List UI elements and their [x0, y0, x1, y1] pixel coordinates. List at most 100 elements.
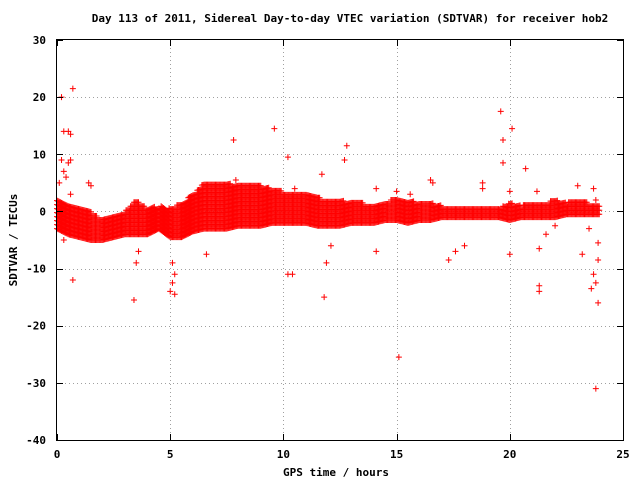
data-point	[278, 187, 285, 194]
outlier-point	[452, 248, 459, 255]
data-point	[437, 202, 444, 209]
data-point	[583, 199, 590, 206]
outlier-point	[133, 259, 140, 266]
outlier-point	[58, 157, 65, 163]
outlier-point	[429, 179, 436, 186]
x-tick-label: 15	[390, 448, 403, 461]
outlier-point	[321, 294, 328, 301]
outlier-point	[522, 165, 529, 172]
y-tick-label: 20	[33, 91, 46, 104]
data-point	[429, 200, 436, 207]
outlier-point	[574, 182, 581, 189]
data-point	[509, 200, 516, 207]
data-point	[135, 199, 142, 206]
outlier-point	[60, 237, 67, 243]
outlier-point	[592, 385, 599, 392]
y-tick-label: -40	[26, 434, 46, 447]
y-tick-label: 0	[39, 205, 46, 218]
y-axis-label: SDTVAR / TECUs	[7, 194, 20, 287]
data-point	[265, 184, 272, 191]
outlier-point	[592, 197, 599, 203]
y-tick-label: 10	[33, 148, 46, 161]
outlier-point	[506, 188, 513, 195]
outlier-point	[203, 251, 210, 258]
x-tick-label: 10	[277, 448, 290, 461]
outlier-point	[590, 271, 597, 278]
data-point	[141, 203, 148, 210]
outlier-point	[327, 242, 334, 249]
outlier-point	[509, 125, 516, 132]
data-point	[93, 213, 100, 219]
outlier-point	[69, 277, 76, 283]
data-point	[410, 198, 417, 205]
y-tick-label: -30	[26, 377, 46, 390]
outlier-point	[67, 131, 74, 138]
outlier-point	[595, 257, 602, 263]
outlier-point	[461, 242, 468, 249]
outlier-point	[500, 137, 507, 143]
outlier-point	[595, 299, 602, 306]
outlier-point	[343, 142, 350, 149]
data-points	[54, 85, 603, 392]
outlier-point	[169, 279, 176, 286]
outlier-point	[284, 154, 291, 161]
outlier-point	[395, 354, 402, 361]
outlier-point	[271, 125, 278, 132]
y-tick-label: 30	[33, 34, 46, 47]
data-point	[596, 203, 603, 210]
outlier-point	[67, 191, 74, 198]
data-point	[359, 199, 366, 206]
outlier-point	[393, 188, 400, 195]
outlier-point	[323, 259, 330, 266]
outlier-point	[588, 285, 595, 292]
outlier-point	[56, 179, 63, 186]
outlier-point	[171, 271, 178, 278]
outlier-point	[318, 171, 325, 178]
axis-ticks: 0 5 10 15 20 25 -40 -30 -20 -10 0 10 20 30	[26, 34, 630, 461]
outlier-point	[169, 259, 176, 266]
outlier-point	[373, 248, 380, 255]
outlier-point	[341, 157, 348, 163]
grid-lines	[57, 40, 623, 440]
outlier-point	[536, 245, 543, 252]
y-tick-label: -10	[26, 263, 46, 276]
x-tick-label: 25	[616, 448, 629, 461]
outlier-point	[506, 251, 513, 258]
outlier-point	[407, 191, 414, 198]
x-axis-label: GPS time / hours	[283, 466, 389, 479]
outlier-point	[232, 177, 239, 183]
data-point	[87, 209, 94, 215]
outlier-point	[130, 297, 137, 303]
outlier-point	[500, 159, 507, 166]
data-point	[227, 180, 234, 187]
outlier-point	[595, 239, 602, 246]
outlier-point	[291, 185, 298, 192]
outlier-point	[479, 185, 486, 192]
outlier-point	[533, 188, 540, 195]
outlier-point	[167, 288, 174, 295]
outlier-point	[592, 279, 599, 286]
data-point	[340, 197, 347, 204]
outlier-point	[171, 291, 178, 298]
outlier-point	[579, 251, 586, 258]
outlier-point	[536, 288, 543, 295]
outlier-point	[497, 108, 504, 115]
outlier-point	[69, 85, 76, 92]
outlier-point	[60, 168, 67, 175]
outlier-point	[67, 157, 74, 163]
x-tick-label: 20	[503, 448, 516, 461]
data-point	[257, 182, 264, 189]
outlier-point	[289, 271, 296, 278]
outlier-point	[586, 225, 593, 232]
outlier-point	[552, 222, 559, 229]
outlier-point	[373, 185, 380, 192]
outlier-point	[230, 137, 237, 143]
outlier-point	[536, 282, 543, 289]
data-point	[316, 194, 323, 201]
outlier-point	[445, 257, 452, 263]
x-tick-label: 0	[54, 448, 61, 461]
data-point	[554, 197, 561, 204]
outlier-point	[479, 179, 486, 186]
outlier-point	[135, 248, 142, 255]
